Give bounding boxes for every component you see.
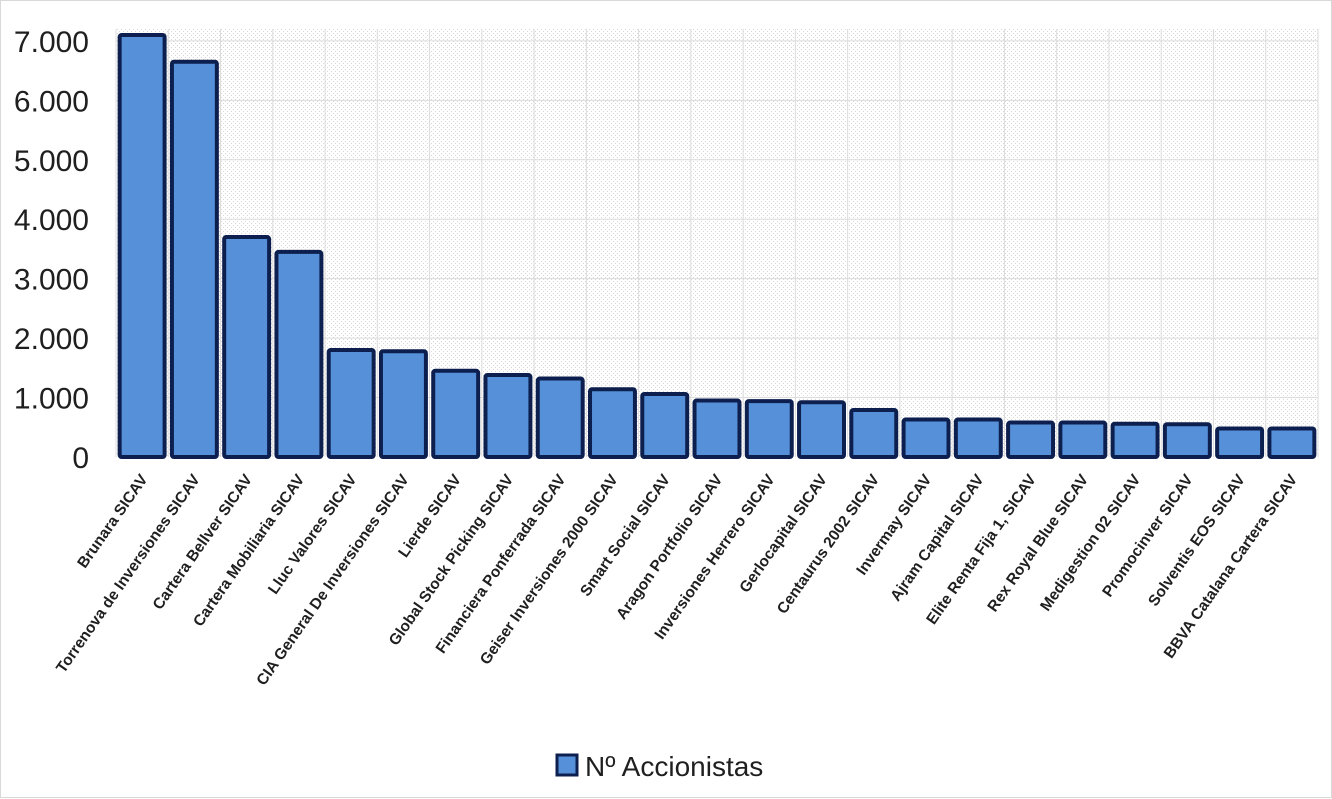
bar xyxy=(378,349,428,460)
bar xyxy=(1267,426,1317,460)
x-tick-label: Ajram Capital SICAV xyxy=(887,471,988,605)
y-axis: 0 1.000 2.000 3.000 4.000 5.000 6.000 7.000 xyxy=(14,26,89,475)
bar xyxy=(1215,426,1265,460)
bar xyxy=(431,368,481,459)
y-tick-label: 1.000 xyxy=(14,383,89,416)
x-tick-label: Promocinver SICAV xyxy=(1099,471,1197,600)
bar xyxy=(1006,420,1056,459)
bar xyxy=(326,348,376,459)
bar xyxy=(849,408,899,459)
bar xyxy=(692,398,742,459)
bar xyxy=(797,400,846,459)
x-tick-label: Aragon Portfolio SICAV xyxy=(613,471,726,623)
x-tick-label: Lluc Valores SICAV xyxy=(265,471,361,597)
y-tick-label: 3.000 xyxy=(14,264,89,297)
bar xyxy=(901,417,951,459)
bar xyxy=(588,387,637,460)
bar xyxy=(169,59,219,459)
bar xyxy=(1162,422,1212,459)
bar xyxy=(640,391,690,460)
x-tick-label: Cartera Bellver SICAV xyxy=(150,471,257,613)
bar xyxy=(1110,421,1160,460)
bar xyxy=(117,32,167,459)
y-tick-label: 7.000 xyxy=(14,26,89,59)
y-tick-label: 0 xyxy=(72,442,89,475)
bar xyxy=(535,376,585,459)
legend-label: Nº Accionistas xyxy=(585,751,763,782)
y-tick-label: 5.000 xyxy=(14,145,89,178)
x-tick-label: Centaurus 2002 SICAV xyxy=(774,471,883,617)
bar xyxy=(953,417,1003,459)
bar-series xyxy=(117,32,1317,460)
vertical-grid-layer xyxy=(115,29,1319,457)
x-tick-label: Solventis EOS SICAV xyxy=(1145,471,1249,609)
x-tick-label: Medigestion 02 SICAV xyxy=(1037,471,1145,614)
y-tick-label: 6.000 xyxy=(14,85,89,118)
bar xyxy=(483,372,533,460)
bar xyxy=(1058,420,1108,459)
legend-swatch xyxy=(555,753,579,777)
bar xyxy=(274,249,324,459)
bar xyxy=(222,235,272,459)
legend: Nº Accionistas xyxy=(555,751,763,782)
x-tick-label: Rex Royal Blue SICAV xyxy=(984,471,1092,615)
x-tick-label: Smart Social SICAV xyxy=(577,471,674,600)
y-tick-label: 4.000 xyxy=(14,204,89,237)
y-tick-label: 2.000 xyxy=(14,323,89,356)
bar xyxy=(744,399,794,459)
